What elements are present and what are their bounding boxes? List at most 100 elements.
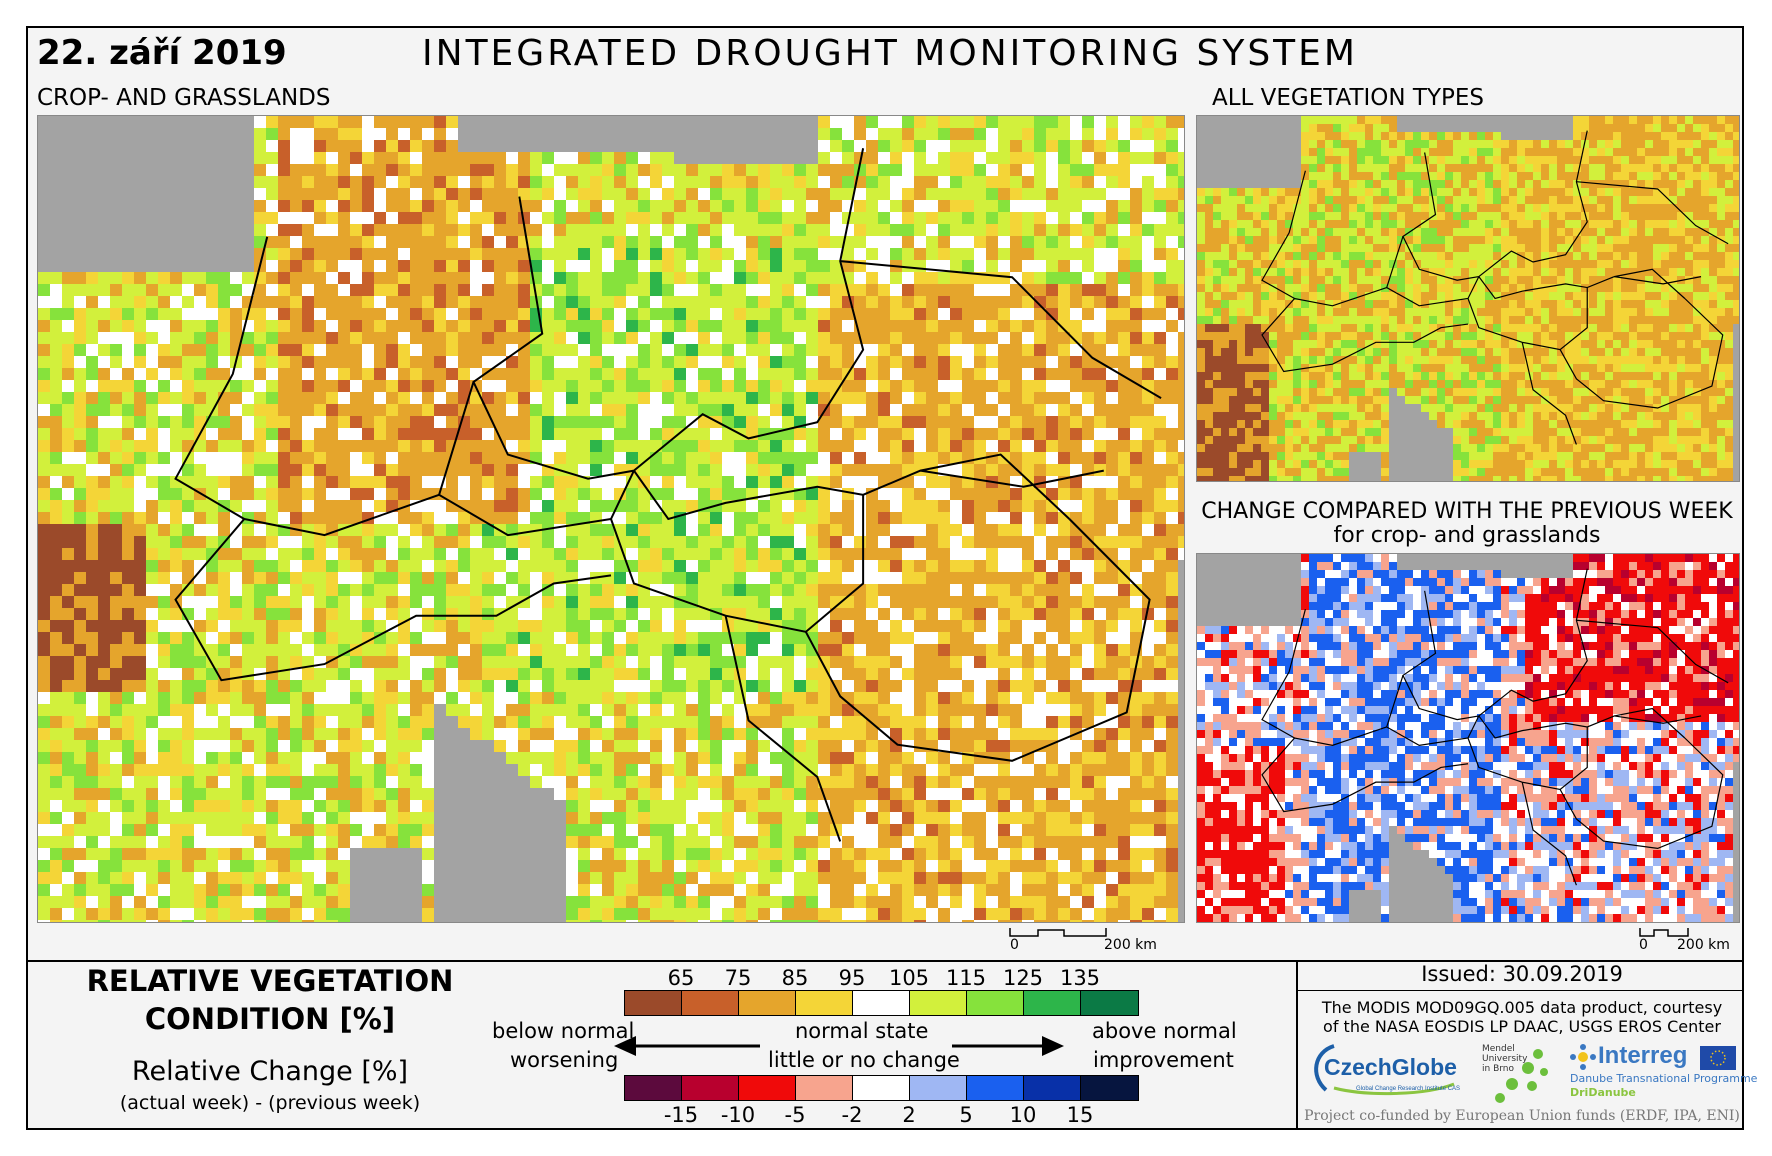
interreg-programme: Danube Transnational Programme xyxy=(1570,1072,1758,1085)
eu-flag-icon xyxy=(1700,1046,1736,1070)
below-normal-label: below normal xyxy=(492,1019,635,1043)
page-title: INTEGRATED DROUGHT MONITORING SYSTEM xyxy=(422,33,1358,74)
scalebar-zero: 0 xyxy=(1010,937,1019,953)
crop-grassland-condition-map xyxy=(37,115,1185,923)
change-swatch xyxy=(1024,1076,1081,1100)
country-border xyxy=(1559,737,1724,850)
country-border xyxy=(1478,707,1686,739)
country-border xyxy=(1576,619,1729,684)
country-border xyxy=(174,236,269,520)
tick-label: -5 xyxy=(784,1103,806,1127)
mendel-wordmark: Mendel University in Brno xyxy=(1482,1044,1528,1074)
country-border xyxy=(633,453,1071,521)
all-veg-map-label: ALL VEGETATION TYPES xyxy=(1211,85,1485,111)
main-map-label: CROP- AND GRASSLANDS xyxy=(37,85,331,111)
country-border xyxy=(724,615,842,842)
country-border xyxy=(1261,726,1469,813)
weekly-change-raster xyxy=(1197,554,1739,922)
tick-label: 65 xyxy=(667,966,695,990)
tick-label: -10 xyxy=(720,1103,756,1127)
change-swatch xyxy=(739,1076,796,1100)
normal-state-label: normal state xyxy=(795,1019,929,1043)
condition-swatch xyxy=(967,991,1024,1015)
funding-note: Project co-funded by European Union fund… xyxy=(1304,1108,1740,1124)
country-border xyxy=(1385,236,1480,307)
tick-label: -15 xyxy=(663,1103,699,1127)
country-border xyxy=(437,381,635,537)
country-border xyxy=(920,469,1104,488)
country-border xyxy=(1576,181,1729,245)
tick-label: 95 xyxy=(838,966,866,990)
condition-swatch xyxy=(796,991,853,1015)
tick-label: 115 xyxy=(945,966,987,990)
country-border xyxy=(1467,287,1588,351)
country-border xyxy=(1467,726,1588,791)
country-border xyxy=(1261,286,1469,373)
country-border xyxy=(1402,568,1588,721)
improvement-label: improvement xyxy=(1093,1048,1234,1072)
country-border xyxy=(840,260,1162,399)
change-swatch xyxy=(682,1076,739,1100)
legend-change-title: Relative Change [%] xyxy=(131,1056,409,1087)
little-change-label: little or no change xyxy=(768,1048,960,1072)
scalebar-km: 200 km xyxy=(1104,937,1157,953)
legend-change-note: (actual week) - (previous week) xyxy=(119,1092,421,1114)
mendel-dots-icon xyxy=(1495,1049,1548,1103)
country-border xyxy=(174,493,612,682)
worsening-label: worsening xyxy=(510,1048,619,1072)
country-border xyxy=(1402,130,1588,281)
czechglobe-swoosh-icon xyxy=(1314,1044,1455,1096)
country-border xyxy=(1385,675,1480,746)
change-swatch xyxy=(796,1076,853,1100)
country-border xyxy=(472,148,865,480)
interreg-logo: Interreg Danube Transnational Programme … xyxy=(1568,1040,1757,1104)
country-border xyxy=(1614,715,1702,724)
condition-color-bar xyxy=(624,990,1139,1016)
interreg-wordmark: Interreg xyxy=(1598,1042,1688,1069)
czechglobe-subtext: Global Change Research Institute CAS xyxy=(1356,1086,1461,1092)
condition-swatch xyxy=(853,991,910,1015)
all-vegetation-map xyxy=(1196,115,1740,482)
country-border xyxy=(1261,609,1306,739)
tick-label: -2 xyxy=(841,1103,863,1127)
country-border xyxy=(1614,276,1702,285)
change-swatch xyxy=(853,1076,910,1100)
issue-date: 22. září 2019 xyxy=(37,33,287,73)
change-map-label: CHANGE COMPARED WITH THE PREVIOUS WEEK xyxy=(1201,499,1733,524)
country-border xyxy=(804,518,1151,762)
tick-label: 85 xyxy=(781,966,809,990)
tick-label: 75 xyxy=(724,966,752,990)
legend-title-line1: RELATIVE VEGETATION xyxy=(86,964,454,998)
country-border xyxy=(1521,342,1577,445)
all-vegetation-raster xyxy=(1197,116,1739,481)
arrow-right-icon xyxy=(952,1036,1064,1056)
tick-label: 15 xyxy=(1066,1103,1094,1127)
condition-swatch xyxy=(1081,991,1138,1015)
condition-swatch xyxy=(739,991,796,1015)
interreg-star-icon xyxy=(1570,1044,1596,1070)
above-normal-label: above normal xyxy=(1092,1019,1237,1043)
country-border xyxy=(610,494,865,633)
data-courtesy: The MODIS MOD09GQ.005 data product, cour… xyxy=(1300,998,1744,1036)
change-swatch xyxy=(1081,1076,1138,1100)
arrow-left-icon xyxy=(614,1036,760,1056)
czechglobe-wordmark: CzechGlobe xyxy=(1324,1054,1457,1080)
change-color-bar xyxy=(624,1075,1139,1101)
condition-swatch xyxy=(625,991,682,1015)
courtesy-line2: of the NASA EOSDIS LP DAAC, USGS EROS Ce… xyxy=(1323,1017,1721,1036)
country-border xyxy=(1559,298,1724,409)
condition-map-raster xyxy=(38,116,1184,922)
condition-swatch xyxy=(1024,991,1081,1015)
tick-label: 2 xyxy=(902,1103,916,1127)
tick-label: 5 xyxy=(959,1103,973,1127)
country-border xyxy=(1478,268,1686,300)
tick-label: 135 xyxy=(1059,966,1101,990)
country-border xyxy=(1261,170,1306,300)
weekly-change-map xyxy=(1196,553,1740,923)
country-border xyxy=(1521,782,1577,886)
interreg-project: DriDanube xyxy=(1570,1086,1636,1099)
condition-swatch xyxy=(910,991,967,1015)
scalebar-km-small: 200 km xyxy=(1677,937,1730,953)
courtesy-line1: The MODIS MOD09GQ.005 data product, cour… xyxy=(1321,998,1723,1017)
mendel-university-logo: Mendel University in Brno xyxy=(1482,1042,1562,1106)
